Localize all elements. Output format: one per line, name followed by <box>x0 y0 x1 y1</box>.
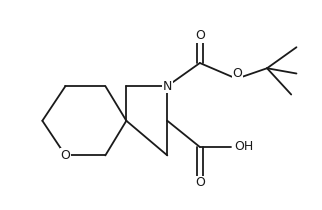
Text: N: N <box>163 80 172 93</box>
Text: OH: OH <box>234 140 254 154</box>
Text: O: O <box>61 149 71 162</box>
Text: O: O <box>195 176 205 189</box>
Text: O: O <box>233 67 242 80</box>
Text: O: O <box>195 29 205 42</box>
